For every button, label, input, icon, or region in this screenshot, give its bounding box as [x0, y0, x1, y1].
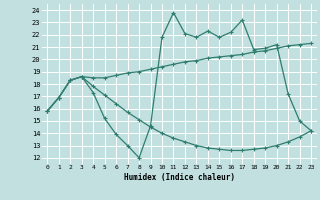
X-axis label: Humidex (Indice chaleur): Humidex (Indice chaleur) — [124, 173, 235, 182]
